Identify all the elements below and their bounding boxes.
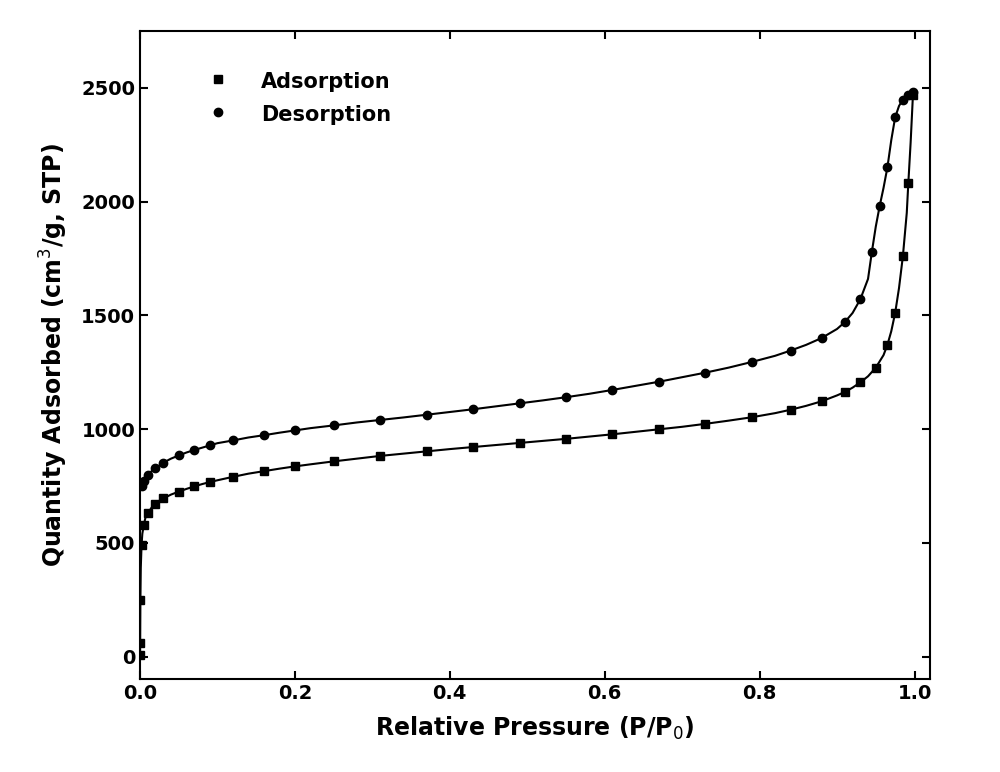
Desorption: [138, 476, 150, 486]
Desorption: [227, 436, 239, 445]
Adsorption: [149, 499, 161, 509]
Desorption: [746, 357, 758, 367]
Adsorption: [839, 388, 851, 397]
Adsorption: [746, 412, 758, 422]
Desorption: [889, 113, 901, 122]
Adsorption: [816, 397, 828, 406]
Desorption: [142, 470, 154, 479]
Adsorption: [699, 419, 711, 428]
Desorption: [560, 393, 572, 402]
Desorption: [699, 368, 711, 378]
Desorption: [289, 426, 301, 435]
Desorption: [258, 431, 270, 440]
Desorption: [874, 201, 886, 211]
Adsorption: [258, 466, 270, 476]
Desorption: [854, 295, 866, 304]
Adsorption: [606, 430, 618, 439]
Desorption: [188, 445, 200, 455]
Desorption: [204, 441, 216, 450]
Desorption: [839, 317, 851, 327]
Desorption: [653, 377, 665, 386]
Adsorption: [889, 308, 901, 317]
Desorption: [149, 463, 161, 472]
Desorption: [881, 163, 893, 172]
Desorption: [157, 458, 169, 467]
Adsorption: [173, 487, 185, 496]
Legend: Adsorption, Desorption: Adsorption, Desorption: [182, 61, 402, 135]
Adsorption: [157, 494, 169, 503]
Adsorption: [514, 438, 526, 448]
Line: Desorption: Desorption: [137, 88, 917, 490]
Desorption: [173, 451, 185, 460]
Adsorption: [785, 405, 797, 415]
Adsorption: [328, 457, 340, 466]
Desorption: [421, 410, 433, 419]
Adsorption: [907, 90, 919, 100]
Adsorption: [138, 520, 150, 530]
Adsorption: [134, 595, 146, 604]
Desorption: [897, 95, 909, 104]
Y-axis label: Quantity Adsorbed (cm$^3$/g, STP): Quantity Adsorbed (cm$^3$/g, STP): [38, 143, 70, 567]
Adsorption: [134, 651, 146, 660]
Desorption: [136, 481, 148, 490]
Desorption: [374, 415, 386, 425]
Adsorption: [881, 340, 893, 350]
Line: Adsorption: Adsorption: [136, 90, 917, 659]
Adsorption: [289, 462, 301, 471]
Desorption: [328, 421, 340, 430]
Desorption: [514, 398, 526, 408]
Desorption: [467, 405, 479, 414]
Adsorption: [204, 477, 216, 486]
Adsorption: [134, 638, 146, 648]
Desorption: [866, 247, 878, 256]
Adsorption: [374, 452, 386, 461]
Adsorption: [653, 425, 665, 434]
Desorption: [816, 334, 828, 343]
Adsorption: [467, 442, 479, 452]
Adsorption: [854, 378, 866, 387]
Desorption: [606, 385, 618, 394]
Adsorption: [902, 178, 914, 188]
Adsorption: [136, 540, 148, 550]
X-axis label: Relative Pressure (P/P$_0$): Relative Pressure (P/P$_0$): [375, 714, 695, 742]
Adsorption: [870, 363, 882, 372]
Adsorption: [188, 482, 200, 491]
Adsorption: [227, 472, 239, 482]
Adsorption: [897, 252, 909, 261]
Desorption: [902, 90, 914, 100]
Desorption: [907, 88, 919, 97]
Adsorption: [421, 447, 433, 456]
Adsorption: [142, 509, 154, 518]
Desorption: [785, 346, 797, 355]
Adsorption: [560, 434, 572, 443]
